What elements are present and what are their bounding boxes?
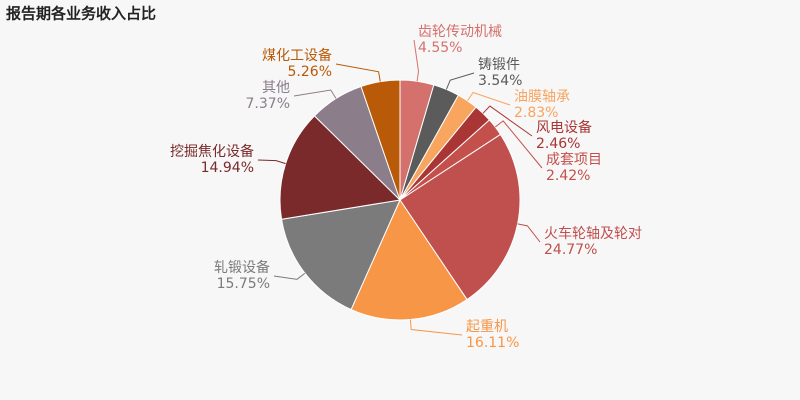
leader-line: [467, 91, 511, 106]
slice-label: 挖掘焦化设备: [170, 143, 254, 160]
leader-line: [445, 72, 475, 90]
leader-line: [413, 39, 420, 82]
slice-label: 成套项目: [546, 152, 602, 168]
slice-value-label: 14.94%: [201, 160, 254, 176]
slice-value-label: 15.75%: [217, 276, 270, 292]
slice-value-label: 2.83%: [514, 105, 558, 121]
slice-label: 油膜轴承: [514, 89, 570, 105]
slice-label: 其他: [262, 80, 290, 96]
leader-line: [293, 89, 337, 99]
slice-label: 煤化工设备: [262, 47, 332, 64]
slice-label: 火车轮轴及轮对: [544, 225, 642, 242]
leader-line: [409, 319, 463, 336]
slice-value-label: 7.37%: [246, 96, 290, 112]
leader-line: [335, 63, 381, 82]
slice-label: 轧锻设备: [214, 259, 270, 276]
leader-line: [494, 120, 543, 169]
slice-value-label: 2.46%: [536, 136, 580, 152]
pie-slice: [399, 133, 521, 301]
slice-label: 铸锻件: [478, 57, 520, 73]
slice-label: 齿轮传动机械: [418, 24, 502, 40]
slice-value-label: 4.55%: [418, 40, 462, 56]
leader-line: [482, 105, 533, 137]
leader-line: [517, 223, 541, 243]
slice-value-label: 3.54%: [478, 73, 522, 89]
leader-line: [257, 159, 286, 165]
slice-value-label: 24.77%: [544, 242, 597, 258]
leader-line: [273, 272, 306, 280]
slice-value-label: 5.26%: [288, 64, 332, 80]
pie-slice: [279, 115, 402, 220]
pie-slice: [360, 79, 401, 201]
slice-value-label: 2.42%: [546, 168, 590, 184]
chart-title: 报告期各业务收入占比: [6, 5, 156, 23]
slice-value-label: 16.11%: [466, 335, 519, 351]
slice-label: 起重机: [466, 319, 508, 335]
slice-label: 风电设备: [536, 119, 592, 136]
